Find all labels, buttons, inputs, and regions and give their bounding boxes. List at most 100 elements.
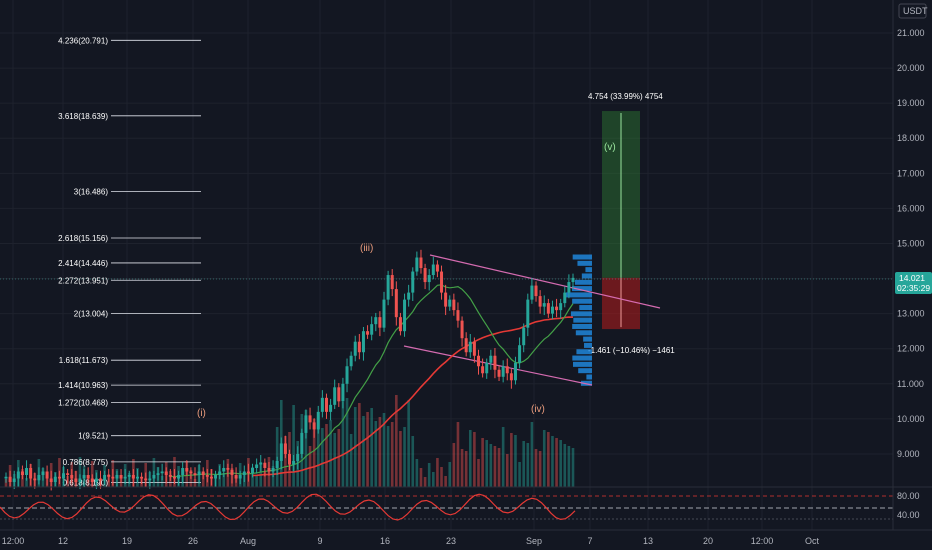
candle-body — [255, 464, 259, 468]
volume-bar — [481, 438, 484, 487]
volume-bar — [193, 479, 197, 487]
fib-level-label: 1.618(11.673) — [59, 356, 109, 365]
candle-body — [164, 471, 168, 476]
candle-body — [41, 471, 45, 476]
candle-body — [70, 475, 74, 479]
volume-bar — [345, 398, 349, 487]
volume-bar — [468, 430, 472, 487]
volume-bar — [382, 413, 386, 487]
candle-body — [214, 475, 218, 479]
volume-bar — [489, 444, 493, 487]
long-position-tool[interactable]: 4.754 (33.99%) 4754 -1.461 (−10.46%) −14… — [588, 92, 675, 355]
candle-body — [497, 369, 501, 377]
candle-body — [4, 476, 8, 479]
candle-body — [308, 415, 312, 423]
candle-body — [300, 432, 304, 454]
volume-bar — [90, 461, 94, 487]
volume-profile-bar — [573, 317, 592, 323]
volume-bar — [514, 435, 517, 487]
time-tick-label: 19 — [122, 536, 132, 546]
volume-bar — [567, 446, 571, 487]
volume-profile-bar — [584, 342, 592, 348]
candle-body — [366, 331, 370, 335]
candle-body — [251, 467, 255, 474]
moving-average-long — [252, 316, 574, 477]
candle-body — [99, 478, 102, 481]
candle-body — [324, 397, 328, 412]
candle-body — [403, 299, 407, 332]
channel-lower-line[interactable] — [403, 345, 593, 386]
candle-body — [337, 387, 341, 402]
volume-bar — [440, 467, 443, 487]
candle-body — [78, 478, 82, 483]
wave-label-iv: (iv) — [531, 404, 545, 415]
volume-profile-bar — [577, 260, 592, 266]
candle-body — [263, 462, 267, 468]
candle-body — [267, 467, 271, 472]
candle-body — [103, 475, 107, 481]
volume-bar — [312, 419, 316, 487]
candle-body — [156, 473, 160, 476]
candle-body — [456, 310, 460, 321]
price-tick-label: 10.000 — [897, 414, 925, 424]
candle-body — [333, 387, 337, 405]
candle-body — [468, 341, 472, 353]
channel-upper-line[interactable] — [429, 254, 661, 309]
volume-profile-bar — [583, 336, 592, 342]
candle-body — [382, 299, 386, 328]
volume-bar — [292, 405, 295, 487]
volume-profile-bar — [572, 323, 592, 329]
candle-body — [472, 341, 476, 356]
candle-body — [201, 471, 205, 476]
wave-label-iii: (iii) — [360, 243, 373, 254]
candle-body — [477, 355, 480, 367]
last-price-value: 14.021 — [899, 273, 925, 283]
candle-body — [119, 475, 123, 479]
price-tick-label: 13.000 — [897, 309, 925, 319]
candle-body — [86, 475, 90, 479]
price-tick-label: 16.000 — [897, 203, 925, 213]
volume-bar — [333, 433, 336, 487]
volume-profile-bar — [570, 311, 592, 317]
volume-bar — [464, 451, 468, 487]
volume-bar — [530, 422, 534, 487]
volume-bar — [362, 416, 365, 487]
volume-bar — [263, 471, 267, 487]
candle-body — [349, 355, 353, 367]
volume-bar — [160, 476, 164, 487]
time-tick-label: 12 — [58, 536, 68, 546]
candle-body — [505, 366, 509, 374]
candle-body — [329, 404, 333, 412]
candle-body — [567, 282, 571, 293]
candle-body — [230, 469, 234, 476]
volume-bar — [448, 462, 452, 487]
candle-body — [25, 467, 29, 476]
volume-bar — [551, 436, 554, 487]
candle-body — [345, 366, 349, 384]
candle-body — [304, 415, 308, 433]
candle-body — [205, 475, 209, 477]
candle-body — [292, 460, 296, 465]
fibonacci-extension[interactable]: 4.236(20.791) 3.618(18.639) 3(16.486) 2.618… — [58, 36, 201, 487]
volume-bar — [415, 459, 419, 487]
time-tick-label: 13 — [643, 536, 653, 546]
time-axis-ticks: 12:00 12 19 26 Aug 9 16 23 Sep 7 13 20 12:00 Oct — [2, 536, 820, 546]
fib-level-label: 0.786(8.775) — [63, 458, 109, 467]
candle-body — [259, 462, 263, 465]
candle-body — [238, 475, 242, 479]
candle-body — [74, 478, 78, 483]
candle-body — [222, 467, 226, 472]
candle-body — [226, 467, 230, 470]
candle-body — [464, 338, 468, 353]
oscillator-pane[interactable] — [0, 486, 932, 521]
candle-body — [279, 443, 283, 461]
wedge-channel[interactable] — [403, 254, 661, 386]
time-axis[interactable]: 12:00 12 19 26 Aug 9 16 23 Sep 7 13 20 12:00 Oct — [0, 529, 932, 546]
candle-body — [431, 264, 435, 276]
volume-bar — [308, 446, 312, 487]
currency-button[interactable]: USDT — [898, 3, 928, 19]
time-tick-label: 12:00 — [2, 536, 25, 546]
price-tick-label: 11.000 — [897, 379, 924, 389]
price-axis[interactable]: 21.000 20.000 19.000 18.000 17.000 16.000 15.0… — [892, 0, 932, 530]
